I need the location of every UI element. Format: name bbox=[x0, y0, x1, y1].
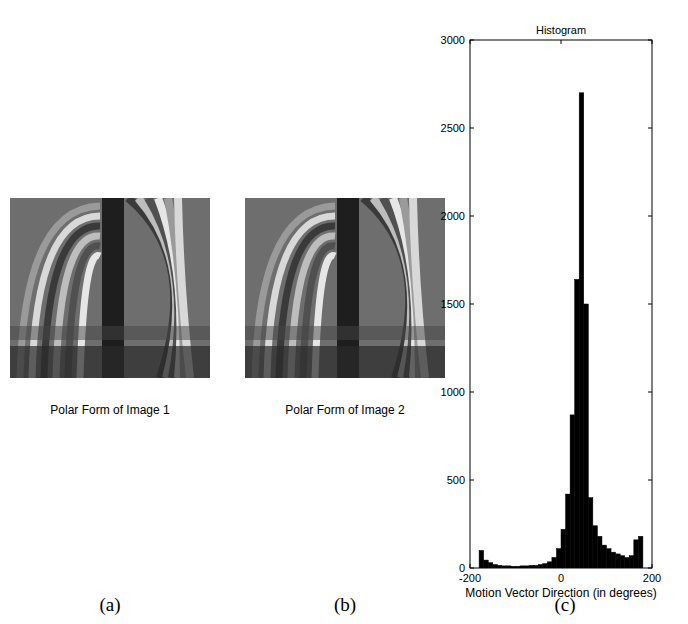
image-ground bbox=[245, 198, 445, 378]
y-tick bbox=[648, 216, 652, 217]
histogram-bar bbox=[611, 552, 616, 568]
histogram-bar bbox=[543, 564, 548, 568]
panel-letter: (b) bbox=[334, 594, 356, 616]
image-ground bbox=[10, 198, 210, 378]
x-tick-label: 200 bbox=[643, 572, 661, 584]
y-tick bbox=[648, 392, 652, 393]
histogram-bar bbox=[584, 304, 589, 568]
y-tick-label: 1500 bbox=[441, 298, 465, 310]
y-tick bbox=[470, 480, 474, 481]
panel-letter: (c) bbox=[554, 594, 575, 616]
histogram-bar bbox=[616, 554, 621, 568]
histogram-bar bbox=[493, 564, 498, 568]
histogram-bar bbox=[479, 550, 484, 568]
y-tick-label: 3000 bbox=[441, 34, 465, 46]
y-tick-label: 1000 bbox=[441, 386, 465, 398]
histogram-bar bbox=[625, 557, 630, 568]
x-tick-label: -200 bbox=[459, 572, 481, 584]
y-tick bbox=[648, 304, 652, 305]
histogram-bar bbox=[561, 529, 566, 568]
histogram-bar bbox=[552, 557, 557, 568]
histogram-bar bbox=[607, 549, 612, 568]
histogram-bar bbox=[638, 536, 643, 568]
image-band bbox=[10, 346, 210, 378]
histogram-bar bbox=[597, 536, 602, 568]
polar-image bbox=[10, 198, 210, 378]
y-tick bbox=[470, 128, 474, 129]
x-tick bbox=[652, 564, 653, 568]
y-tick bbox=[648, 568, 652, 569]
panel-caption: Polar Form of Image 2 bbox=[285, 403, 405, 417]
x-tick bbox=[470, 564, 471, 568]
histogram-bar bbox=[547, 562, 552, 568]
y-tick bbox=[470, 568, 474, 569]
x-tick bbox=[470, 40, 471, 44]
y-tick bbox=[470, 304, 474, 305]
chart-title: Histogram bbox=[536, 24, 586, 36]
histogram-bar bbox=[629, 556, 634, 568]
histogram-bar bbox=[620, 556, 625, 568]
figure: Polar Form of Image 1 (a) Polar Form of Im… bbox=[0, 0, 688, 624]
histogram-bar bbox=[588, 498, 593, 568]
histogram-bar bbox=[484, 560, 489, 568]
y-tick bbox=[648, 480, 652, 481]
x-tick bbox=[561, 40, 562, 44]
histogram-bar bbox=[602, 545, 607, 568]
y-tick bbox=[470, 392, 474, 393]
panel-letter: (a) bbox=[99, 594, 120, 616]
plot-frame bbox=[470, 40, 652, 568]
polar-image bbox=[245, 198, 445, 378]
panel-caption: Polar Form of Image 1 bbox=[50, 403, 170, 417]
y-tick bbox=[648, 40, 652, 41]
histogram-bar bbox=[488, 563, 493, 568]
image-band bbox=[245, 326, 445, 340]
y-tick bbox=[648, 128, 652, 129]
histogram-bar bbox=[556, 549, 561, 568]
bars bbox=[479, 93, 643, 568]
histogram-bar bbox=[538, 564, 543, 568]
histogram-bar bbox=[579, 93, 584, 568]
x-tick bbox=[561, 564, 562, 568]
image-band bbox=[10, 326, 210, 340]
image-band bbox=[245, 346, 445, 378]
x-tick bbox=[652, 40, 653, 44]
y-tick-label: 2500 bbox=[441, 122, 465, 134]
histogram-bar bbox=[566, 494, 571, 568]
y-tick-label: 500 bbox=[447, 474, 465, 486]
x-tick-label: 0 bbox=[558, 572, 564, 584]
y-tick bbox=[470, 40, 474, 41]
histogram-bar bbox=[570, 415, 575, 568]
histogram-bar bbox=[575, 279, 580, 568]
y-tick-label: 2000 bbox=[441, 210, 465, 222]
histogram-bar bbox=[634, 540, 639, 568]
y-tick bbox=[470, 216, 474, 217]
histogram-bar bbox=[593, 526, 598, 568]
